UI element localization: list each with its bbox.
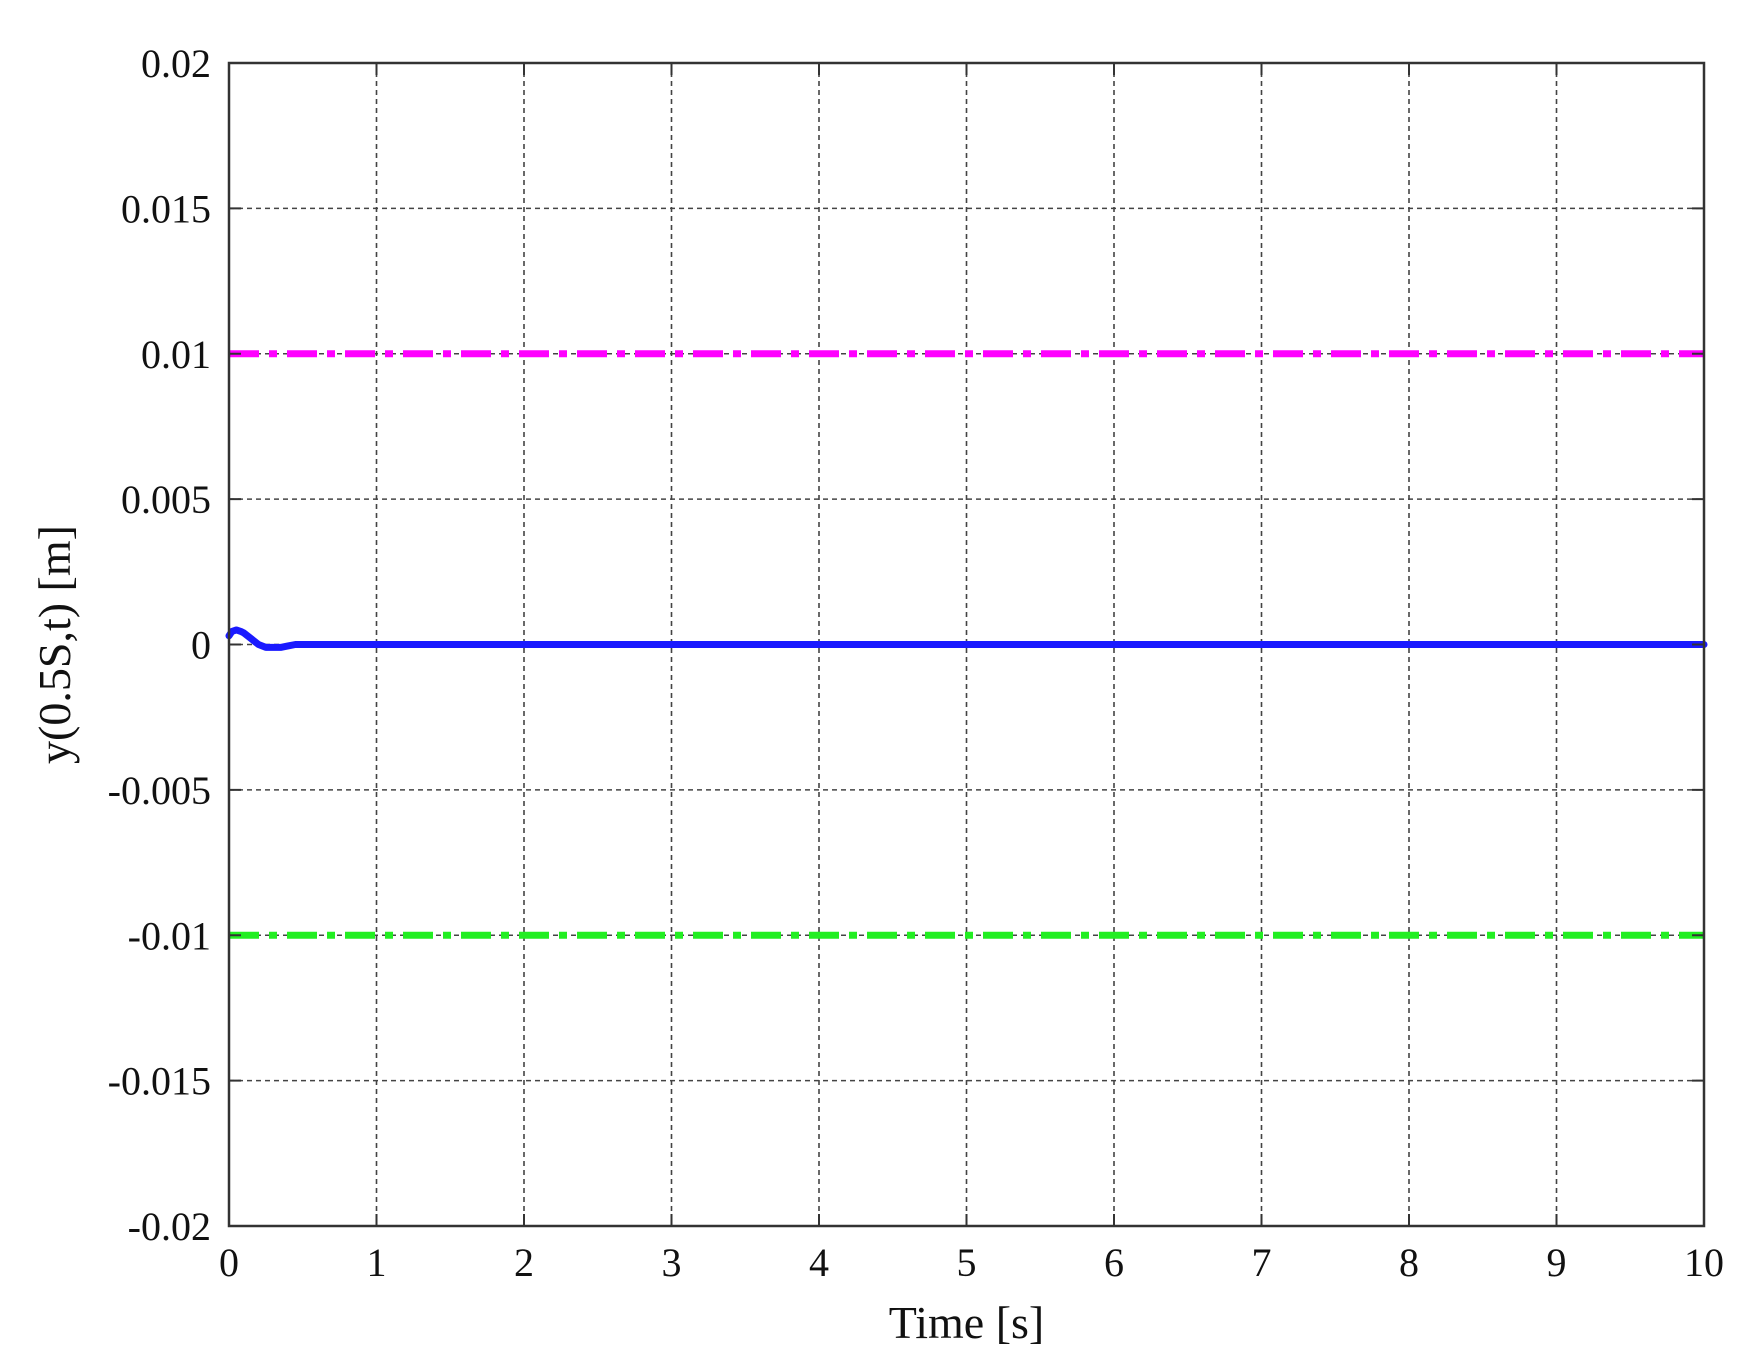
y-tick-label: 0.015	[121, 186, 211, 231]
x-tick-label: 6	[1104, 1240, 1124, 1285]
x-tick-label: 10	[1684, 1240, 1724, 1285]
x-tick-label: 9	[1547, 1240, 1567, 1285]
x-tick-labels: 0 1 2 3 4 5 6 7 8 9 10	[219, 1240, 1724, 1285]
x-tick-label: 2	[514, 1240, 534, 1285]
x-tick-label: 3	[662, 1240, 682, 1285]
y-tick-label: -0.01	[128, 913, 211, 958]
y-axis-title: y(0.5S,t) [m]	[29, 525, 80, 764]
x-tick-label: 1	[367, 1240, 387, 1285]
x-tick-label: 8	[1399, 1240, 1419, 1285]
y-tick-labels: 0.02 0.015 0.01 0.005 0 -0.005 -0.01 -0.015 -0.0…	[108, 41, 211, 1249]
x-tick-label: 5	[957, 1240, 977, 1285]
y-tick-label: 0.01	[141, 332, 211, 377]
y-tick-label: 0.02	[141, 41, 211, 86]
y-tick-label: -0.005	[108, 768, 211, 813]
y-tick-label: -0.015	[108, 1059, 211, 1104]
x-tick-label: 7	[1252, 1240, 1272, 1285]
y-tick-label: 0.005	[121, 477, 211, 522]
plot-series	[225, 350, 1708, 939]
y-tick-label: -0.02	[128, 1204, 211, 1249]
tick-marks	[228, 62, 1705, 1227]
response-line	[225, 626, 1708, 651]
x-tick-label: 0	[219, 1240, 239, 1285]
x-axis-title: Time [s]	[889, 1297, 1045, 1348]
y-tick-label: 0	[191, 623, 211, 668]
x-tick-label: 4	[809, 1240, 829, 1285]
